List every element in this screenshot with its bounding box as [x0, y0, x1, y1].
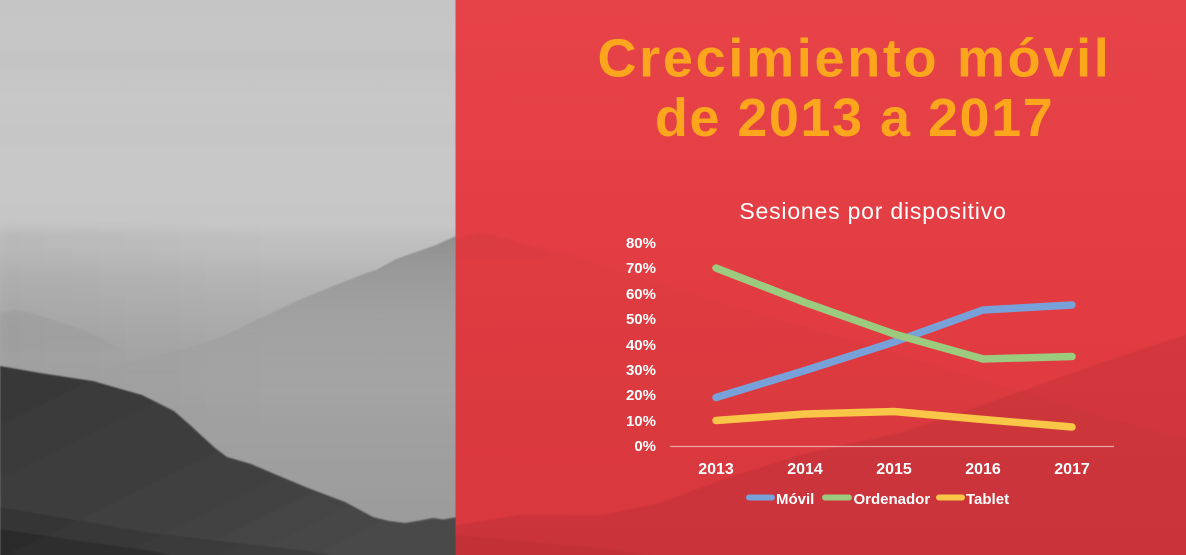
svg-text:70%: 70% — [626, 260, 656, 277]
svg-text:40%: 40% — [626, 337, 656, 354]
svg-text:60%: 60% — [626, 286, 656, 303]
svg-text:2017: 2017 — [1054, 461, 1090, 478]
svg-text:2015: 2015 — [876, 461, 912, 478]
svg-text:0%: 0% — [634, 438, 656, 455]
svg-text:Ordenador: Ordenador — [854, 491, 931, 508]
svg-text:10%: 10% — [626, 413, 656, 430]
svg-text:Sesiones por dispositivo: Sesiones por dispositivo — [739, 198, 1006, 224]
svg-text:50%: 50% — [626, 311, 656, 328]
svg-text:2013: 2013 — [698, 461, 734, 478]
svg-text:20%: 20% — [626, 387, 656, 404]
svg-text:30%: 30% — [626, 362, 656, 379]
svg-text:Tablet: Tablet — [966, 491, 1009, 508]
svg-text:Móvil: Móvil — [776, 491, 814, 508]
svg-text:Crecimiento móvil: Crecimiento móvil — [597, 29, 1111, 89]
svg-text:2014: 2014 — [787, 461, 823, 478]
svg-text:2016: 2016 — [965, 461, 1001, 478]
svg-text:80%: 80% — [626, 235, 656, 252]
svg-text:de 2013 a 2017: de 2013 a 2017 — [655, 88, 1054, 148]
